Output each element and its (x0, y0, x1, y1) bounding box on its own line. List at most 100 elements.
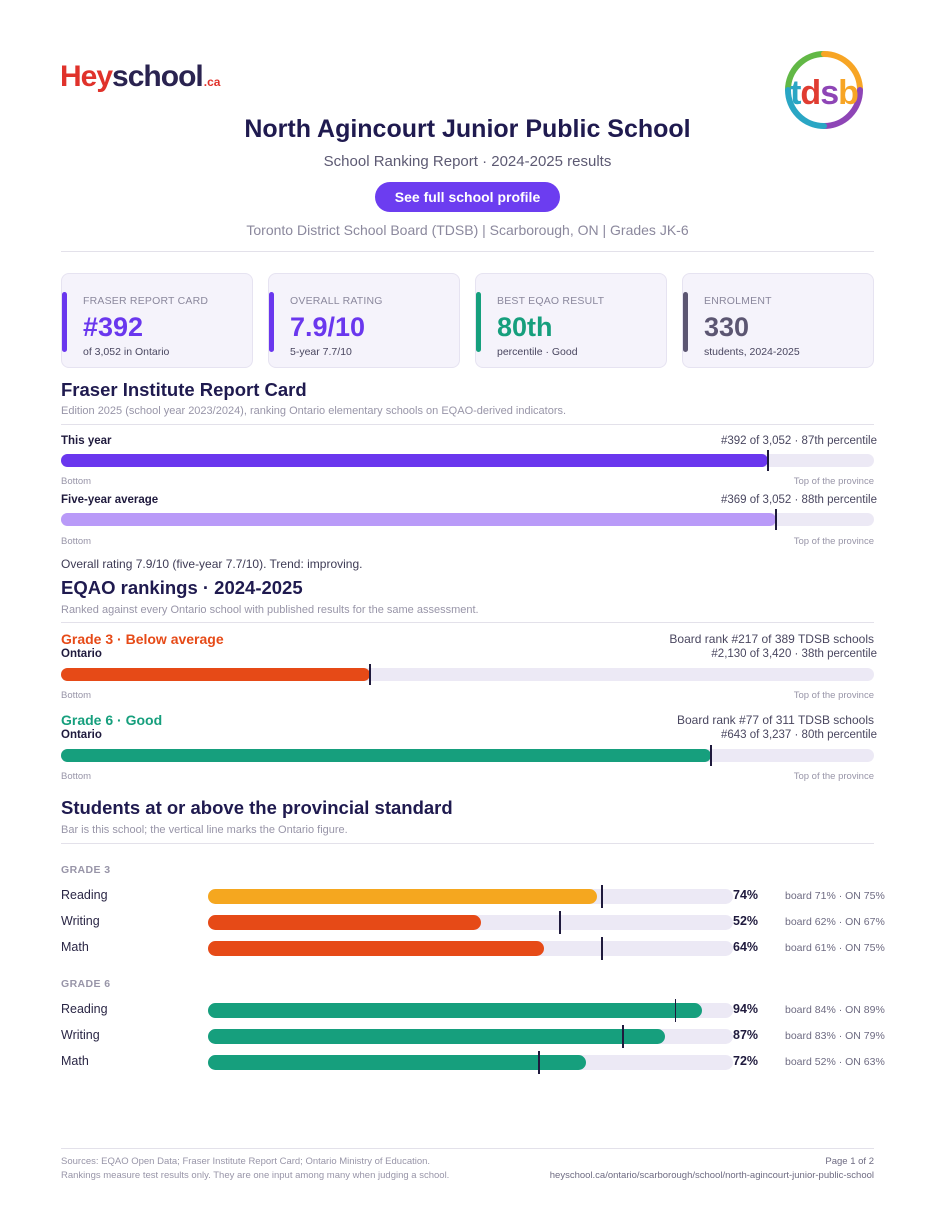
logo-hey: Hey (60, 60, 113, 93)
standard-comparison: board 61% · ON 75% (785, 942, 885, 954)
kpi-card-fraser: FRASER REPORT CARD #392 of 3,052 in Onta… (61, 273, 253, 368)
axis-top-label: Top of the province (793, 690, 874, 701)
kpi-value: #392 (83, 312, 144, 342)
standard-bar-track (208, 937, 733, 960)
fraser-row-rank: #369 of 3,052 · 88th percentile (720, 494, 877, 506)
heyschool-logo: Hey school .ca (60, 60, 220, 100)
standard-section-title: Students at or above the provincial stan… (61, 797, 453, 818)
kpi-label: FRASER REPORT CARD (83, 295, 209, 307)
axis-top-label: Top of the province (793, 536, 874, 547)
eqao-grade6-bar (61, 745, 874, 766)
standard-comparison: board 83% · ON 79% (785, 1030, 885, 1042)
kpi-label: BEST EQAO RESULT (497, 295, 605, 307)
kpi-sub: of 3,052 in Ontario (83, 346, 170, 358)
standard-group-label: GRADE 3 (61, 864, 111, 876)
standard-subject-label: Writing (61, 1028, 100, 1042)
bar-fill (61, 513, 777, 526)
standard-bar-fill (208, 1055, 586, 1070)
page-subtitle: School Ranking Report · 2024-2025 result… (323, 153, 612, 170)
kpi-value: 7.9/10 (290, 312, 366, 342)
eqao-scope: Ontario (61, 648, 102, 660)
standard-bar-track (208, 1025, 733, 1048)
bar-marker (775, 509, 778, 530)
standard-school-pct: 52% (733, 914, 759, 928)
eqao-note: Ranked against every Ontario school with… (61, 604, 479, 616)
fraser-note: Edition 2025 (school year 2023/2024), ra… (61, 405, 567, 417)
eqao-board-rank: Board rank #77 of 311 TDSB schools (676, 713, 874, 727)
eqao-grade3-heading: Grade 3 · Below average (61, 631, 224, 647)
bar-fill (61, 454, 769, 467)
tdsb-logo: tdsb tdsb (785, 51, 863, 129)
bar-fill (61, 749, 712, 762)
ontario-marker (538, 1051, 540, 1074)
standard-bar-track (208, 999, 733, 1022)
standard-school-pct: 64% (733, 940, 759, 954)
ontario-marker (674, 999, 676, 1022)
ontario-marker (622, 1025, 624, 1048)
standard-subject-label: Math (61, 940, 89, 954)
ontario-marker (601, 885, 603, 908)
kpi-card-eqao: BEST EQAO RESULT 80th percentile · Good (475, 273, 667, 368)
ontario-marker (559, 911, 561, 934)
divider (61, 843, 874, 844)
footer-sources-line: Sources: EQAO Open Data; Fraser Institut… (61, 1156, 431, 1167)
standard-school-pct: 87% (733, 1028, 759, 1042)
fraser-summary: Overall rating 7.9/10 (five-year 7.7/10)… (61, 557, 363, 571)
fraser-row-label: Five-year average (61, 494, 159, 506)
page-title: North Agincourt Junior Public School (244, 115, 691, 143)
logo-school: school (112, 60, 204, 93)
standard-subject-label: Math (61, 1054, 89, 1068)
kpi-accent (62, 292, 67, 352)
axis-bottom-label: Bottom (61, 771, 92, 782)
standard-note: Bar is this school; the vertical line ma… (61, 824, 348, 836)
divider (61, 622, 874, 623)
standard-comparison: board 52% · ON 63% (785, 1056, 885, 1068)
divider (61, 424, 874, 425)
bar-fill (61, 668, 370, 681)
axis-bottom-label: Bottom (61, 690, 92, 701)
fraser-this-year-bar (61, 450, 874, 471)
footer-right: Page 1 of 2 heyschool.ca/ontario/scarbor… (550, 1155, 874, 1183)
fraser-five-year-bar (61, 509, 874, 530)
divider (61, 251, 874, 252)
standard-bar-track (208, 885, 733, 908)
bar-marker (368, 664, 371, 685)
standard-group-label: GRADE 6 (61, 978, 111, 990)
axis-bottom-label: Bottom (61, 536, 92, 547)
eqao-grade6-heading: Grade 6 · Good (61, 712, 163, 728)
eqao-grade3-bar (61, 664, 874, 685)
kpi-label: OVERALL RATING (290, 295, 383, 307)
bar-marker (710, 745, 713, 766)
kpi-accent (683, 292, 688, 352)
eqao-ontario-rank: #2,130 of 3,420 · 38th percentile (711, 648, 877, 660)
standard-bar-fill (208, 1003, 702, 1018)
kpi-sub: students, 2024-2025 (704, 346, 800, 358)
school-meta: Toronto District School Board (TDSB) | S… (246, 222, 689, 238)
see-full-profile-button[interactable]: See full school profile (375, 182, 560, 212)
footer-url[interactable]: heyschool.ca/ontario/scarborough/school/… (549, 1170, 874, 1181)
ontario-marker (601, 937, 603, 960)
eqao-scope: Ontario (61, 729, 102, 741)
standard-school-pct: 72% (733, 1054, 759, 1068)
standard-bar-track (208, 1051, 733, 1074)
fraser-row-label: This year (61, 435, 112, 447)
kpi-accent (476, 292, 481, 352)
footer-sources: Sources: EQAO Open Data; Fraser Institut… (61, 1155, 449, 1183)
kpi-sub: percentile · Good (497, 346, 578, 358)
standard-comparison: board 84% · ON 89% (785, 1004, 885, 1016)
kpi-sub: 5-year 7.7/10 (290, 346, 352, 358)
standard-bar-fill (208, 889, 597, 904)
bar-marker (767, 450, 770, 471)
standard-bar-fill (208, 941, 544, 956)
standard-subject-label: Reading (61, 1002, 108, 1016)
eqao-ontario-rank: #643 of 3,237 · 80th percentile (720, 729, 877, 741)
logo-ca: .ca (203, 75, 221, 89)
standard-bar-fill (208, 1029, 665, 1044)
standard-bar-fill (208, 915, 481, 930)
footer-disclaimer: Rankings measure test results only. They… (61, 1170, 450, 1181)
kpi-card-rating: OVERALL RATING 7.9/10 5-year 7.7/10 (268, 273, 460, 368)
axis-top-label: Top of the province (793, 771, 874, 782)
standard-school-pct: 74% (733, 888, 759, 902)
svg-text:tdsb: tdsb (790, 74, 858, 112)
standard-school-pct: 94% (733, 1002, 759, 1016)
